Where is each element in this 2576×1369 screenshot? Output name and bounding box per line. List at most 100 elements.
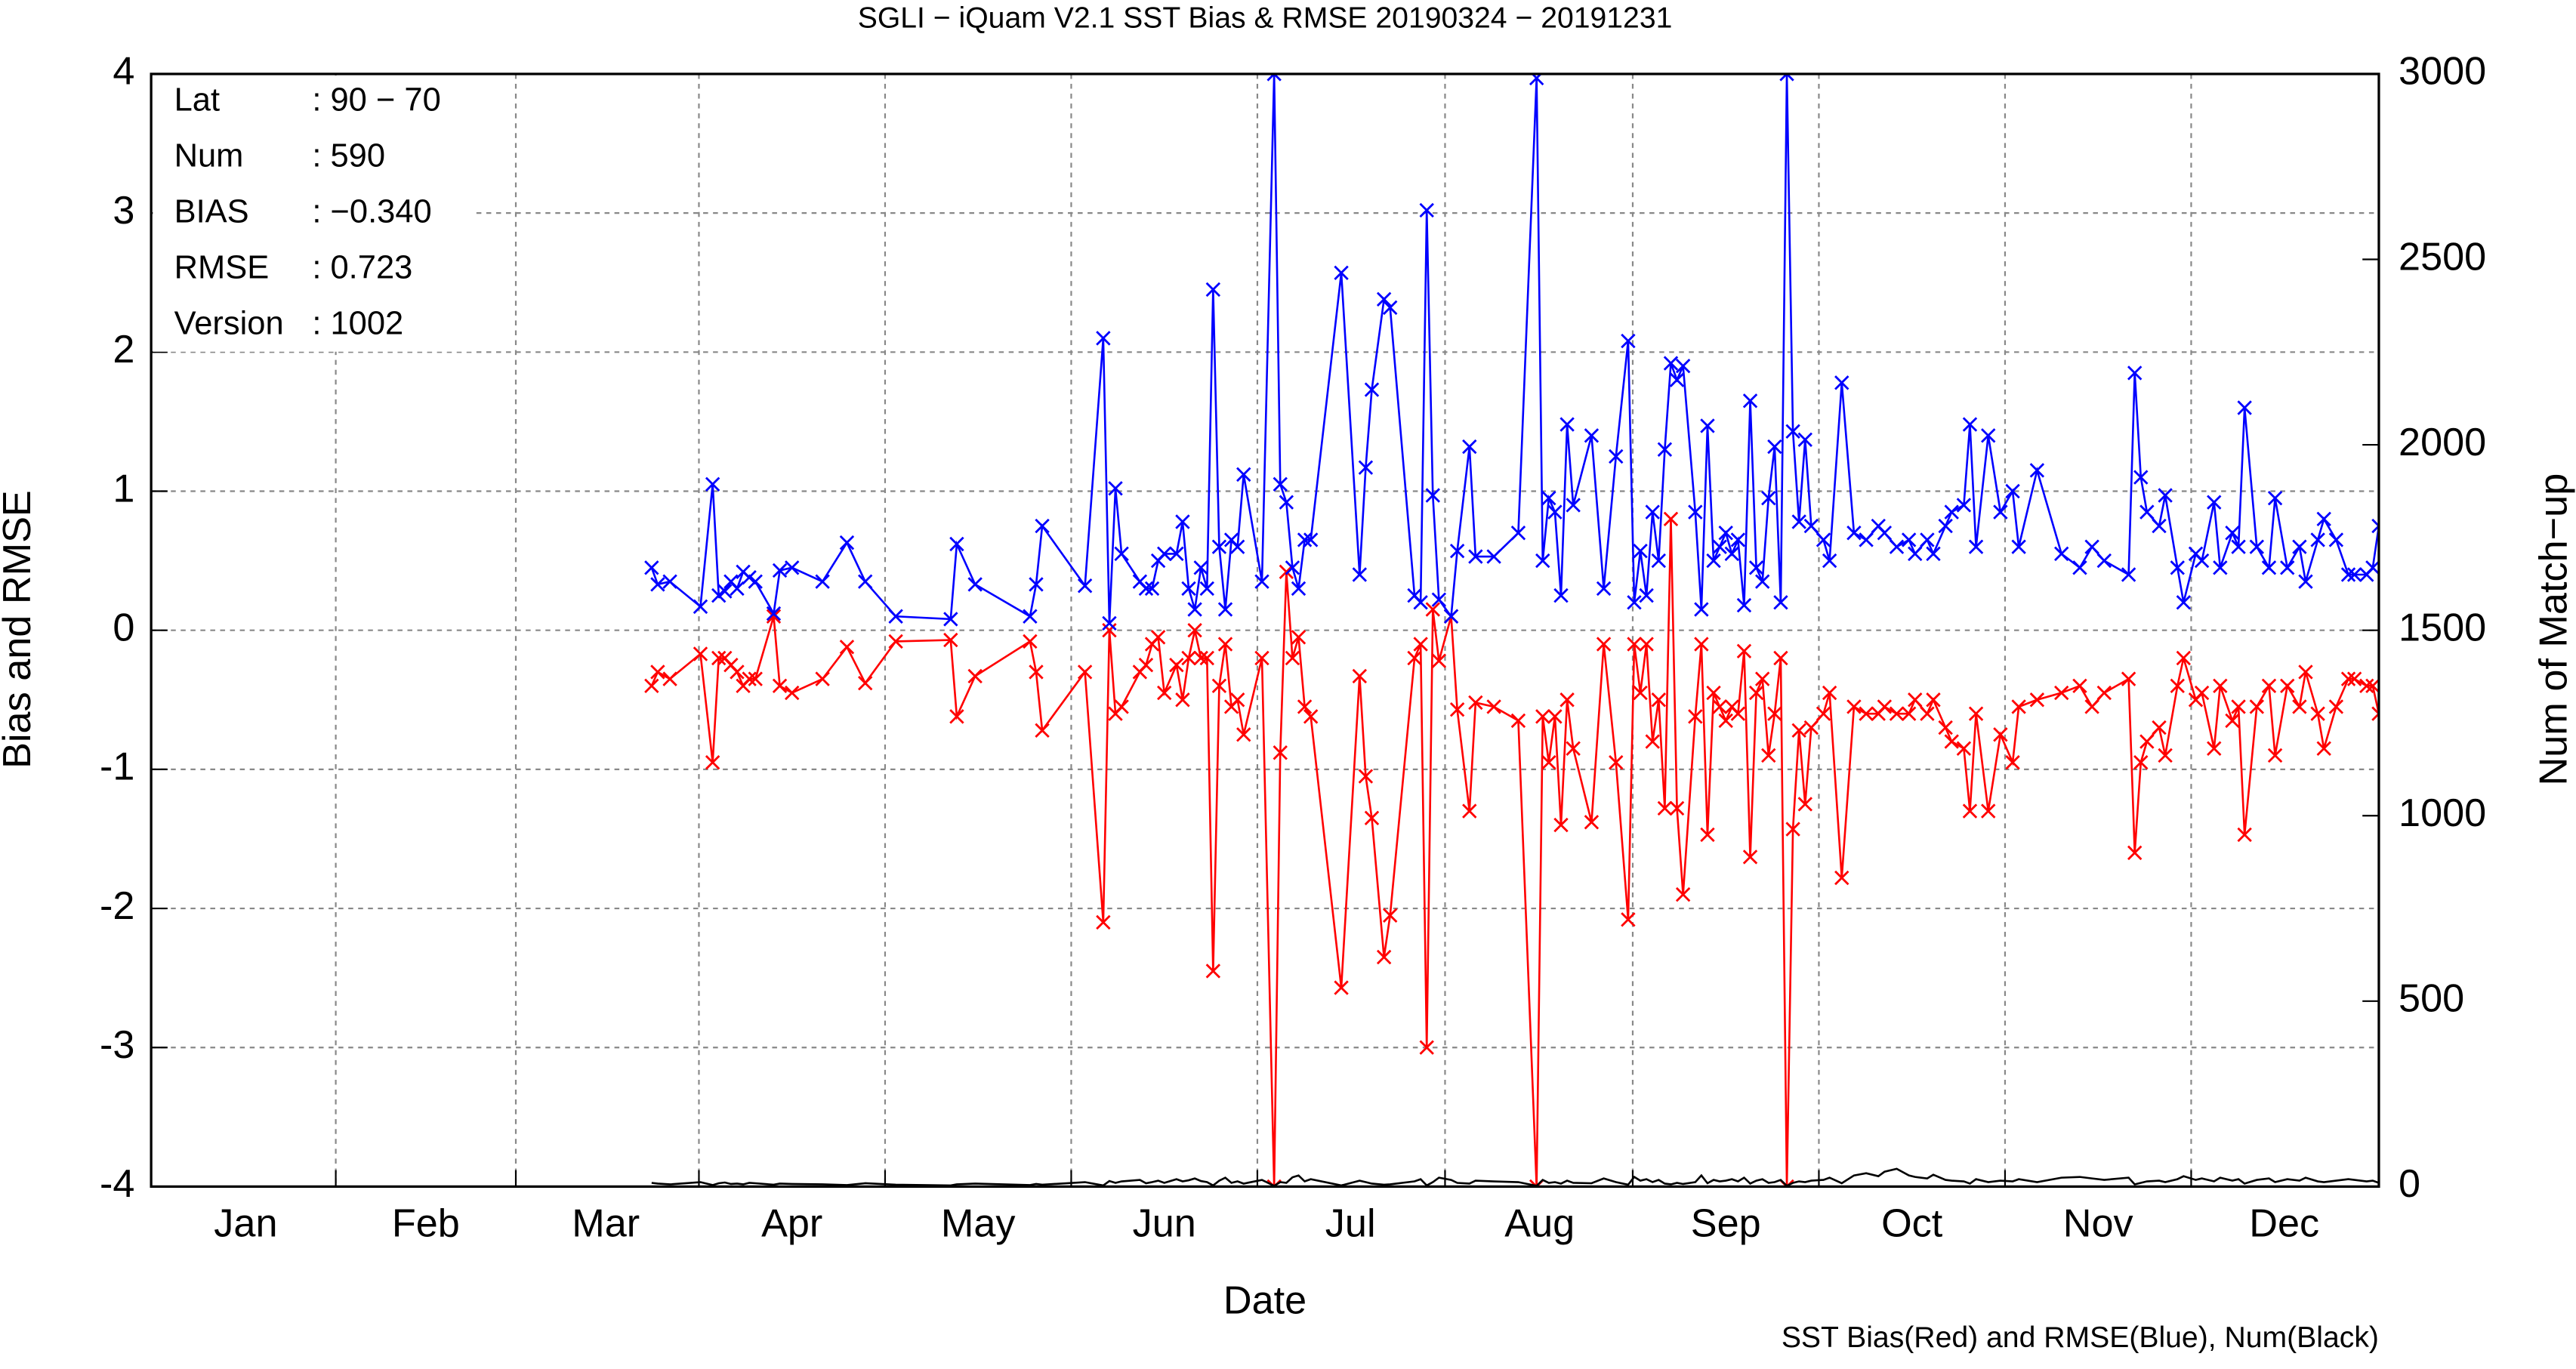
point-marker bbox=[1156, 685, 1172, 701]
point-marker bbox=[1675, 359, 1691, 374]
point-marker bbox=[693, 599, 708, 615]
point-marker bbox=[1657, 442, 1673, 457]
point-marker bbox=[2152, 518, 2167, 534]
point-marker bbox=[2237, 400, 2252, 415]
point-marker bbox=[888, 609, 903, 624]
footnote: SST Bias(Red) and RMSE(Blue), Num(Black) bbox=[1782, 1321, 2379, 1354]
point-marker bbox=[1431, 592, 1447, 607]
point-marker bbox=[2371, 518, 2379, 534]
point-marker bbox=[1700, 418, 1715, 433]
point-marker bbox=[730, 664, 745, 680]
point-marker bbox=[1688, 709, 1703, 724]
x-axis-label: Date bbox=[1223, 1279, 1307, 1323]
point-marker bbox=[1102, 622, 1117, 638]
point-marker bbox=[2084, 539, 2099, 554]
point-marker bbox=[1468, 549, 1483, 564]
point-marker bbox=[1425, 602, 1440, 617]
point-marker bbox=[1767, 706, 1782, 721]
x-tick-label: Sep bbox=[1691, 1201, 1761, 1245]
point-marker bbox=[1846, 699, 1862, 714]
info-value: : 590 bbox=[312, 137, 385, 174]
point-marker bbox=[1938, 518, 1953, 534]
point-marker bbox=[766, 609, 782, 624]
point-marker bbox=[1944, 734, 1959, 749]
point-marker bbox=[1285, 650, 1300, 666]
point-marker bbox=[1712, 539, 1727, 554]
point-marker bbox=[1334, 265, 1349, 281]
point-marker bbox=[1779, 73, 1794, 82]
point-marker bbox=[1273, 476, 1288, 492]
point-marker bbox=[1736, 597, 1752, 613]
point-marker bbox=[2267, 748, 2283, 763]
point-marker bbox=[1669, 372, 1685, 387]
point-marker bbox=[1291, 581, 1307, 597]
point-marker bbox=[1993, 504, 2008, 520]
y-tick-label: 0 bbox=[113, 606, 134, 649]
point-marker bbox=[2005, 483, 2020, 499]
x-tick-label: Jul bbox=[1325, 1201, 1376, 1245]
point-marker bbox=[1694, 637, 1709, 652]
point-marker bbox=[1816, 706, 1831, 721]
point-marker bbox=[2316, 511, 2331, 527]
y-tick-label: -4 bbox=[100, 1162, 134, 1206]
point-marker bbox=[1553, 587, 1569, 603]
point-marker bbox=[662, 574, 677, 589]
point-marker bbox=[1535, 709, 1550, 724]
point-marker bbox=[1035, 518, 1050, 534]
point-marker bbox=[2127, 845, 2143, 861]
point-marker bbox=[1254, 650, 1269, 666]
point-marker bbox=[2346, 567, 2362, 582]
point-marker bbox=[1822, 553, 1837, 569]
point-marker bbox=[2194, 553, 2210, 569]
point-marker bbox=[1199, 581, 1214, 597]
point-marker bbox=[1633, 543, 1648, 559]
point-marker bbox=[1724, 546, 1739, 562]
point-marker bbox=[1688, 504, 1703, 520]
point-marker bbox=[1205, 964, 1221, 979]
series-line bbox=[651, 1167, 2379, 1187]
point-marker bbox=[1742, 849, 1758, 865]
point-marker bbox=[943, 632, 958, 648]
point-marker bbox=[1352, 567, 1368, 582]
point-marker bbox=[1621, 912, 1636, 927]
point-marker bbox=[1730, 706, 1746, 721]
point-marker bbox=[1908, 692, 1923, 708]
point-marker bbox=[1352, 668, 1368, 684]
point-marker bbox=[742, 671, 757, 686]
point-marker bbox=[943, 612, 958, 627]
point-marker bbox=[2133, 470, 2149, 485]
point-marker bbox=[1767, 439, 1782, 455]
point-marker bbox=[1663, 356, 1679, 371]
point-marker bbox=[1383, 300, 1398, 316]
y-tick-label: 3 bbox=[113, 189, 134, 233]
x-tick-label: Feb bbox=[392, 1201, 460, 1245]
x-tick-label: Jun bbox=[1133, 1201, 1196, 1245]
point-marker bbox=[2207, 741, 2222, 756]
point-marker bbox=[2371, 706, 2379, 721]
point-marker bbox=[2072, 560, 2087, 575]
info-value: : −0.340 bbox=[312, 193, 431, 230]
point-marker bbox=[1791, 514, 1806, 529]
point-marker bbox=[1181, 581, 1196, 597]
point-marker bbox=[1510, 526, 1526, 541]
point-marker bbox=[2340, 671, 2356, 686]
point-marker bbox=[2207, 495, 2222, 510]
point-marker bbox=[1303, 532, 1319, 547]
point-marker bbox=[1755, 574, 1770, 589]
point-marker bbox=[1859, 532, 1874, 547]
plot-area bbox=[644, 73, 2379, 1187]
plot-frame bbox=[150, 72, 2380, 1189]
point-marker bbox=[1175, 692, 1190, 708]
info-label: BIAS bbox=[174, 193, 249, 230]
point-marker bbox=[1383, 908, 1398, 923]
point-marker bbox=[1730, 532, 1746, 547]
point-marker bbox=[2176, 595, 2192, 610]
point-marker bbox=[1486, 549, 1501, 564]
point-marker bbox=[1645, 734, 1660, 749]
point-marker bbox=[1449, 701, 1465, 717]
info-label: Version bbox=[174, 305, 284, 341]
point-marker bbox=[1266, 73, 1282, 82]
point-marker bbox=[2213, 560, 2228, 575]
point-marker bbox=[1156, 546, 1172, 562]
point-marker bbox=[1663, 511, 1679, 527]
